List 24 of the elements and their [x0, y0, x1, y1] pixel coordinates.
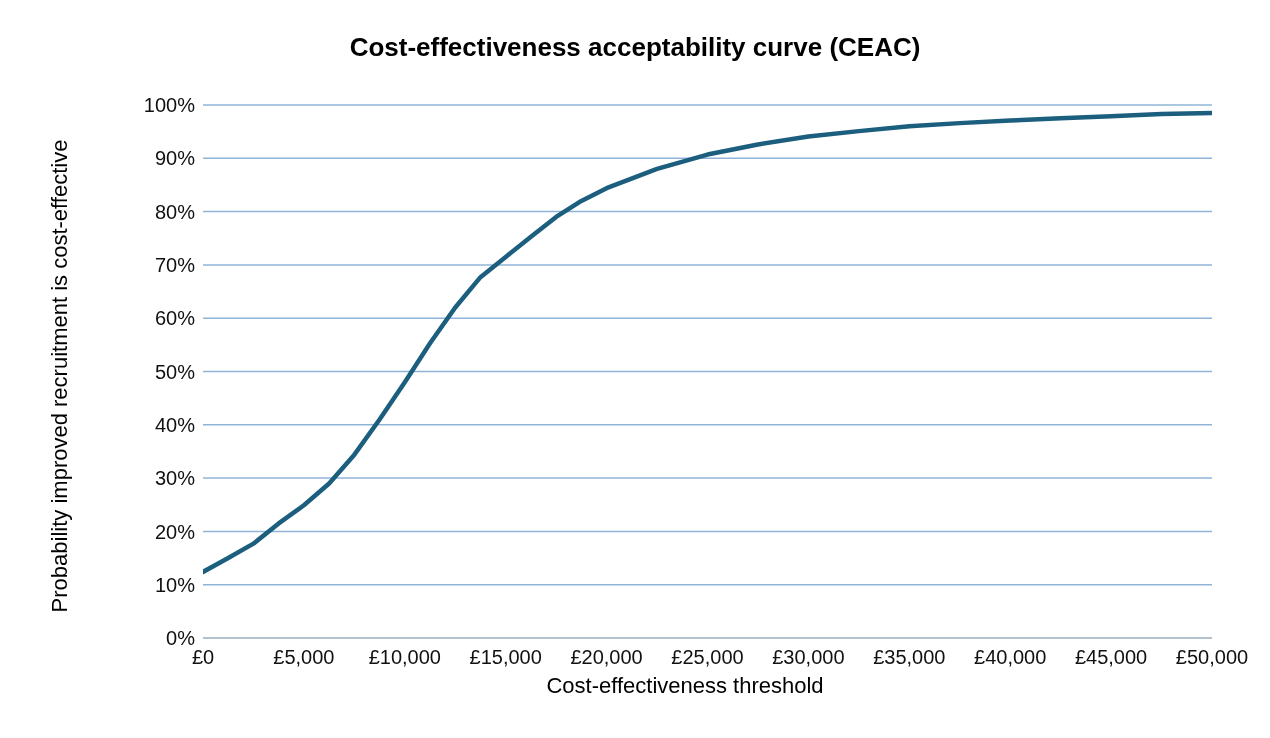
y-axis-title: Probability improved recruitment is cost-effective: [47, 138, 73, 615]
y-tick-label: 90%: [154, 147, 196, 170]
line-series: [203, 110, 1212, 575]
y-tick-label: 80%: [154, 200, 196, 223]
y-tick-label: 20%: [154, 520, 196, 543]
x-tick-label: £40,000: [974, 646, 1047, 669]
x-tick-label: £25,000: [671, 646, 744, 669]
y-tick-label: 10%: [154, 573, 196, 596]
y-tick-label: 100%: [143, 94, 196, 117]
y-tick-label: 40%: [154, 413, 196, 436]
chart-title: Cost-effectiveness acceptability curve (CEAC): [348, 32, 922, 63]
y-tick-label: 50%: [154, 360, 196, 383]
x-tick-label: £30,000: [772, 646, 845, 669]
y-tick-label: 70%: [154, 254, 196, 276]
y-tick-label: 30%: [154, 467, 196, 490]
x-tick-label: £10,000: [368, 646, 441, 669]
x-axis-title: Cost-effectiveness threshold: [545, 673, 825, 699]
x-tick-label: £5,000: [273, 646, 335, 669]
x-tick-label: £15,000: [469, 646, 542, 669]
x-tick-label: £45,000: [1074, 646, 1148, 669]
x-tick-label: £20,000: [570, 646, 643, 669]
x-tick-label: £50,000: [1175, 646, 1249, 669]
y-tick-label: 60%: [154, 307, 196, 330]
x-tick-label: £35,000: [873, 646, 946, 669]
